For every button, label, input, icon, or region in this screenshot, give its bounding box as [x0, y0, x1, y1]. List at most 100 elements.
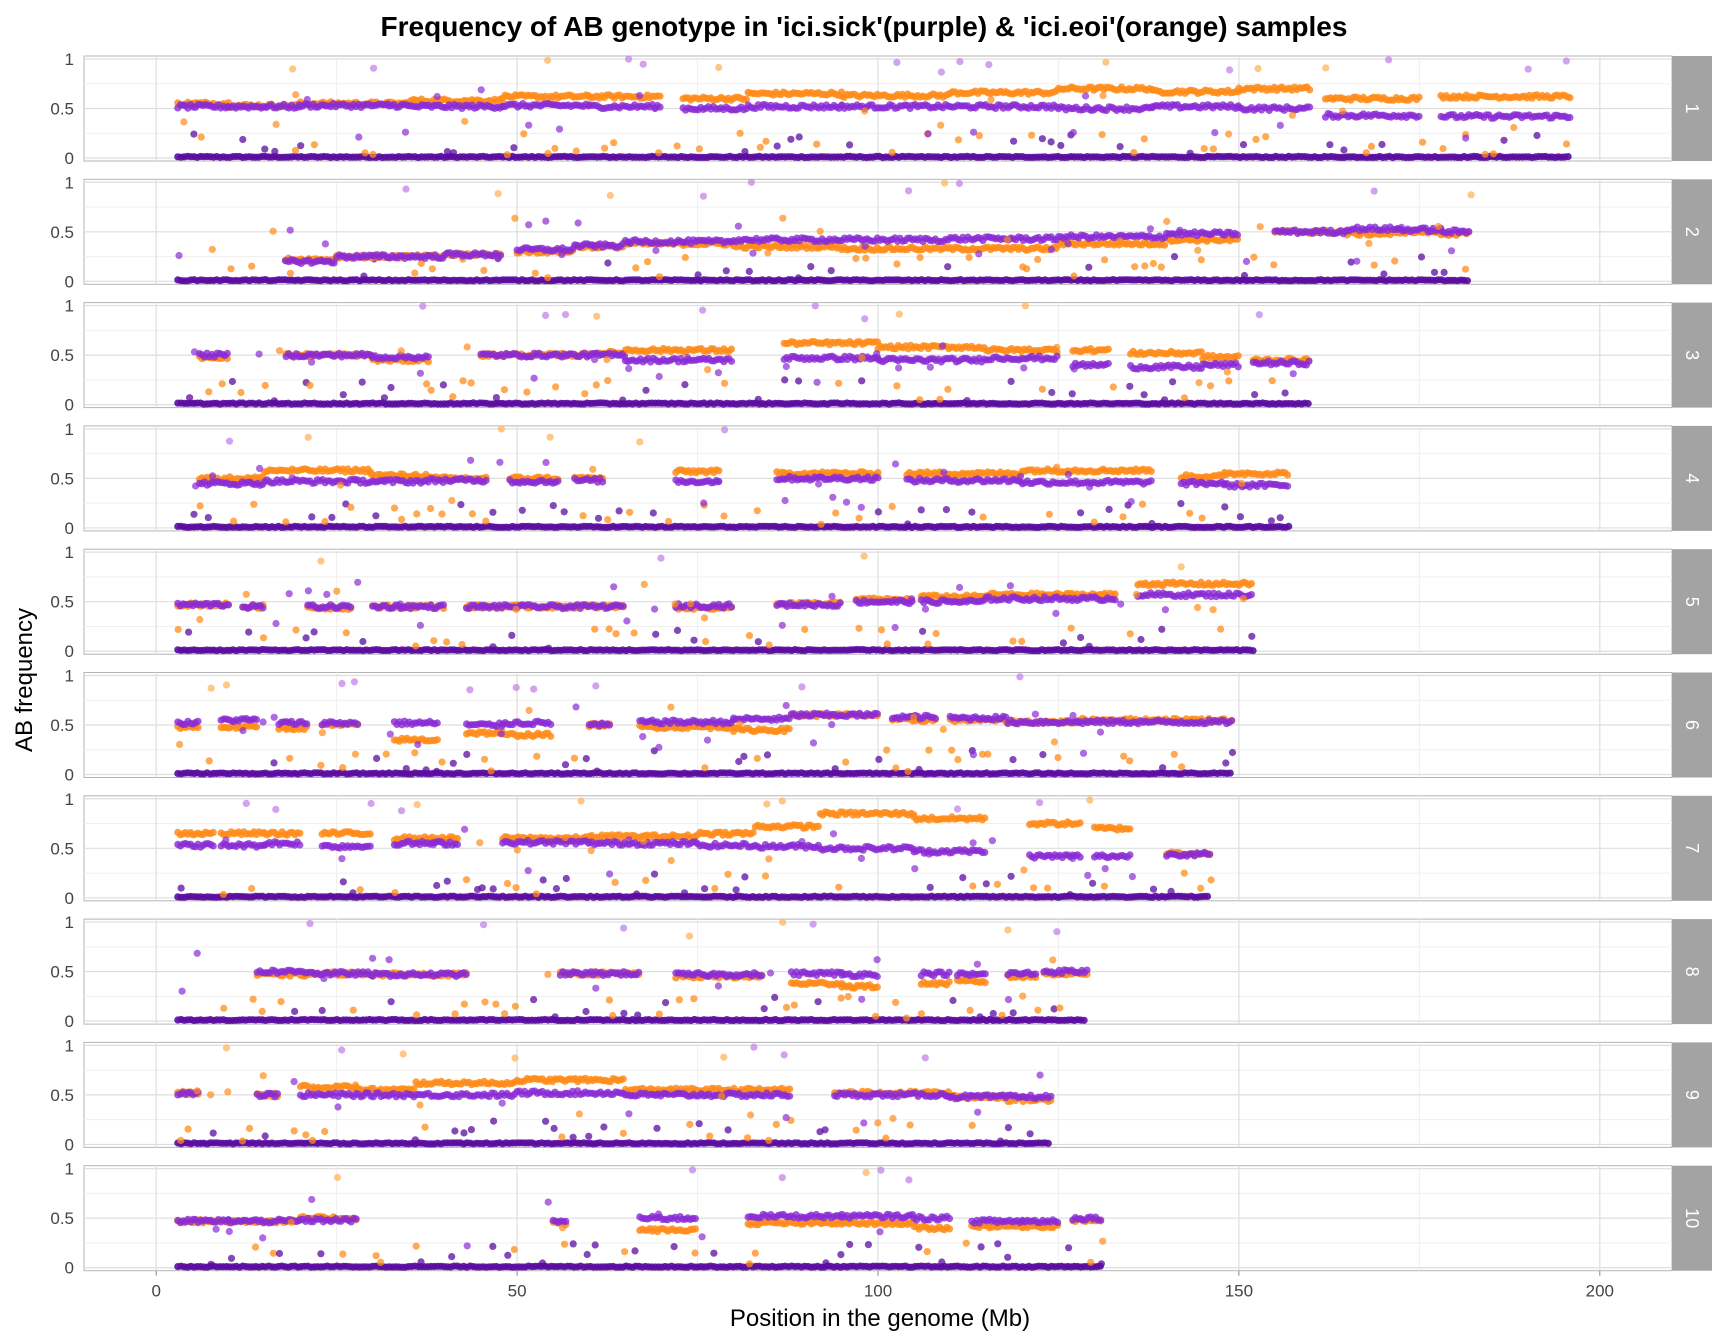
- point-scatter: [427, 504, 435, 513]
- point-outlier-high: [941, 179, 949, 187]
- point-scatter: [1010, 137, 1018, 145]
- point-outlier: [175, 251, 183, 260]
- point-scatter: [888, 502, 896, 511]
- point-scatter: [248, 262, 256, 270]
- point-scatter: [1206, 382, 1215, 390]
- point-scatter: [1138, 500, 1147, 508]
- point-scatter: [817, 520, 825, 528]
- point-outlier-high: [699, 192, 708, 200]
- point-outlier-high: [956, 58, 964, 66]
- point-scatter: [1252, 135, 1260, 143]
- point-scatter: [1362, 149, 1370, 157]
- point-outlier: [1447, 247, 1456, 255]
- point-zero: [1304, 400, 1312, 408]
- point-outlier: [1020, 364, 1028, 372]
- y-tick-label: 1: [65, 420, 74, 439]
- point-outlier: [269, 227, 277, 235]
- point-scatter: [1149, 259, 1157, 268]
- point-scatter: [443, 148, 451, 156]
- point-scatter: [428, 265, 436, 273]
- point-scatter: [604, 259, 612, 267]
- point-outlier: [1289, 370, 1297, 378]
- point-scatter: [1250, 253, 1258, 261]
- facet-strip-label: 1: [1682, 103, 1702, 113]
- point-scatter: [594, 514, 603, 522]
- point-scatter: [339, 391, 347, 399]
- point-scatter: [1141, 262, 1149, 270]
- point-zero: [1564, 153, 1572, 161]
- point-outlier: [652, 246, 660, 255]
- point-outlier-high: [937, 68, 946, 76]
- point-scatter: [1197, 256, 1205, 264]
- point-scatter: [579, 512, 587, 520]
- point-outlier-high: [1524, 65, 1532, 73]
- point-outlier: [574, 219, 582, 227]
- point-outlier-high: [715, 63, 723, 72]
- point-outlier: [926, 363, 934, 371]
- point-purple: [1306, 103, 1314, 111]
- point-outlier: [1003, 236, 1011, 244]
- point-outlier: [1069, 128, 1077, 137]
- point-scatter: [489, 508, 497, 516]
- point-scatter: [1070, 272, 1078, 280]
- point-scatter: [1268, 377, 1276, 385]
- point-scatter: [773, 142, 781, 150]
- point-outlier: [816, 227, 824, 235]
- point-scatter: [874, 508, 883, 516]
- point-outlier: [714, 369, 723, 377]
- point-outlier: [477, 86, 485, 94]
- point-scatter: [572, 147, 580, 155]
- point-scatter: [468, 510, 476, 518]
- facet-strip-label: 4: [1682, 473, 1702, 483]
- point-scatter: [282, 518, 290, 526]
- point-outlier: [555, 125, 564, 133]
- point-scatter: [1380, 270, 1388, 278]
- data-points: [174, 55, 1574, 162]
- point-scatter: [846, 141, 854, 149]
- point-outlier: [764, 249, 772, 257]
- point-scatter: [944, 263, 952, 271]
- point-orange: [742, 95, 750, 103]
- point-scatter: [753, 507, 761, 515]
- point-scatter: [411, 269, 419, 277]
- point-scatter: [1068, 390, 1076, 398]
- point-scatter: [1270, 261, 1278, 269]
- point-outlier: [1070, 365, 1078, 373]
- point-scatter: [644, 258, 652, 266]
- point-scatter: [916, 396, 924, 404]
- panel-chr-4: 00.514: [50, 420, 1712, 538]
- point-scatter: [230, 517, 238, 525]
- point-orange: [715, 467, 723, 475]
- y-tick-label: 0.5: [50, 469, 74, 488]
- point-scatter: [855, 514, 863, 522]
- point-scatter: [1045, 510, 1053, 518]
- point-scatter: [1116, 143, 1124, 151]
- point-scatter: [1419, 138, 1427, 146]
- point-scatter: [413, 510, 421, 518]
- point-scatter: [1281, 389, 1289, 397]
- point-outlier: [292, 91, 300, 99]
- point-scatter: [186, 394, 194, 402]
- point-scatter: [239, 135, 247, 144]
- point-scatter: [1034, 255, 1042, 264]
- point-scatter: [1085, 263, 1093, 271]
- y-tick-label: 1: [65, 50, 74, 69]
- point-scatter: [916, 253, 924, 262]
- point-scatter: [979, 513, 987, 521]
- point-scatter: [917, 506, 925, 514]
- point-scatter: [1267, 517, 1275, 525]
- point-outlier-high: [561, 311, 570, 319]
- point-scatter: [722, 267, 730, 275]
- point-outlier: [861, 242, 869, 250]
- point-outlier: [463, 343, 471, 351]
- point-outlier: [530, 374, 538, 382]
- point-outlier-high: [1021, 302, 1029, 310]
- point-scatter: [756, 143, 764, 151]
- panel-chr-2: 00.512: [50, 173, 1712, 291]
- panels-group: 00.51100.51200.51300.51400.51500.51600.5…: [50, 50, 1712, 1278]
- point-outlier: [384, 100, 392, 108]
- point-purple: [727, 357, 736, 365]
- point-outlier: [861, 107, 869, 115]
